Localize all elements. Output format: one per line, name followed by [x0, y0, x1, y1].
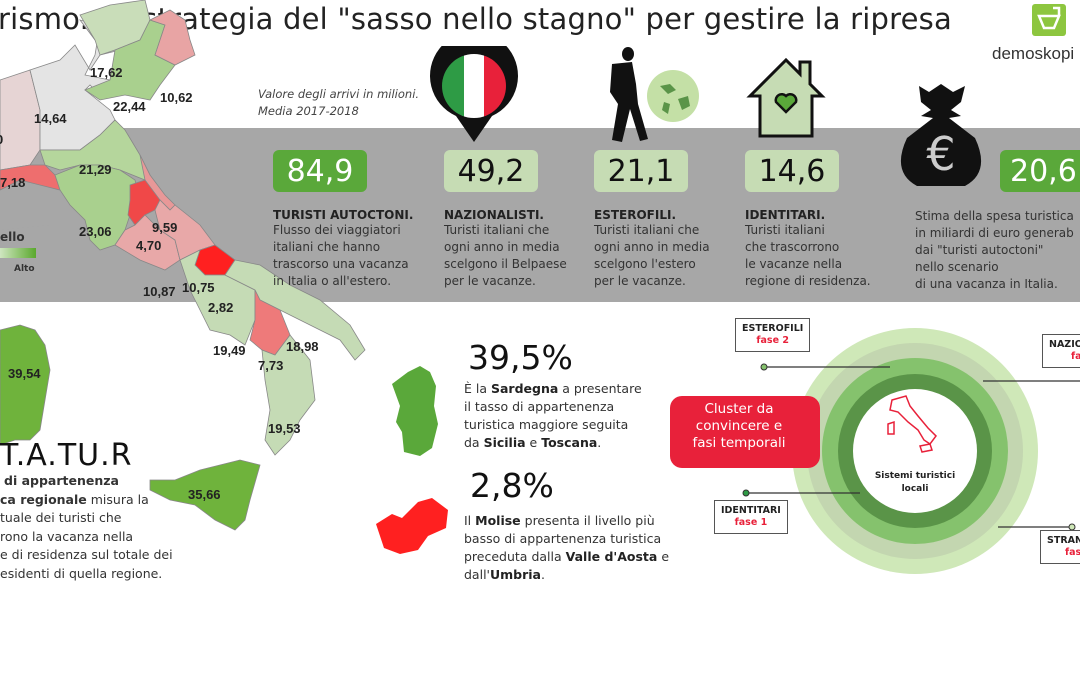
stat-heading: IDENTITARI. — [745, 208, 826, 222]
connector-lines — [742, 363, 1080, 531]
cluster-label-box: Cluster da convincere e fasi temporali — [670, 396, 820, 468]
region-value-campania: 19,49 — [213, 343, 246, 358]
italy-regions-svg — [0, 0, 366, 531]
stat-value: 14,6 — [745, 150, 839, 192]
region-value-friuli: 10,62 — [160, 90, 193, 105]
legend-high-label: Alto — [14, 264, 35, 274]
stat-spesa-turistica-description: Stima della spesa turistica in miliardi … — [915, 209, 1074, 291]
region-value-lombardia: 14,64 — [34, 111, 67, 126]
stat-esterofili: 21,1 ESTEROFILI. Turisti italiani che og… — [594, 150, 710, 290]
region-value-marche: 9,59 — [152, 220, 178, 235]
stat-heading: ESTEROFILI. — [594, 208, 676, 222]
tatur-title: T.A.TU.R — [0, 438, 133, 473]
sardegna-shape-icon — [392, 366, 438, 456]
region-value-veneto: 22,44 — [113, 99, 146, 114]
logo-mark-icon — [1032, 4, 1066, 36]
concentric-rings-diagram: Sistemi turistici locali — [792, 328, 1038, 574]
region-value-calabria: 19,53 — [268, 421, 301, 436]
tag-esterofili: ESTEROFILI fase 2 — [735, 318, 811, 352]
region-value-molise: 2,82 — [208, 300, 234, 315]
stat-heading: TURISTI AUTOCTONI. — [273, 208, 414, 222]
center-label-1: Sistemi turistici — [875, 471, 955, 481]
stat-value: 84,9 — [273, 150, 367, 192]
region-value-valle-daosta: 0 — [0, 132, 3, 147]
stat-description: Flusso dei viaggiatori italiani che hann… — [273, 223, 409, 288]
stat-value: 49,2 — [444, 150, 538, 192]
stat-description: Turisti italiani che ogni anno in media … — [594, 223, 710, 288]
legend-gradient — [0, 248, 36, 258]
italy-map: 0 14,64 17,62 22,44 10,62 7,18 21,29 23,… — [0, 0, 380, 600]
house-heart-icon — [746, 57, 826, 138]
tag-stranieri: STRANfase — [1040, 530, 1080, 564]
center-label-2: locali — [902, 484, 929, 494]
region-value-trentino: 17,62 — [90, 65, 123, 80]
highlight-max-text: È la Sardegna a presentare il tasso di a… — [464, 381, 642, 450]
stat-description: Turisti italiani che ogni anno in media … — [444, 223, 567, 288]
highlight-min-pct: 2,8% — [470, 466, 554, 505]
stat-description: Turisti italiani che trascorrono le vaca… — [745, 223, 871, 288]
region-value-basilicata: 7,73 — [258, 358, 284, 373]
stat-nazionalisti: 49,2 NAZIONALISTI. Turisti italiani che … — [444, 150, 567, 290]
units-note: Valore degli arrivi in milioni. Media 20… — [258, 87, 420, 118]
stat-spesa-turistica-value: 20,6 — [1000, 150, 1080, 192]
legend-label: ello — [0, 230, 25, 244]
region-value-emilia-romagna: 21,29 — [79, 162, 112, 177]
region-value-sardegna: 39,54 — [8, 366, 41, 381]
region-value-abruzzo: 10,75 — [182, 280, 215, 295]
demoskopika-logo: demoskopi — [992, 4, 1080, 66]
highlight-min-text: Il Molise presenta il livello più basso … — [464, 513, 670, 582]
euro-money-bag-icon: € — [900, 84, 982, 186]
region-value-lazio: 10,87 — [143, 284, 176, 299]
backpacker-globe-icon — [610, 47, 699, 142]
highlight-max-pct: 39,5% — [468, 338, 573, 377]
svg-text:€: € — [926, 127, 955, 181]
region-value-toscana: 23,06 — [79, 224, 112, 239]
tatur-description: di appartenenza ca regionale misura la t… — [0, 473, 173, 581]
stat-heading: NAZIONALISTI. — [444, 208, 544, 222]
map-pin-italy-flag-icon — [430, 46, 518, 142]
logo-text: demoskopi — [992, 44, 1075, 63]
stat-value: 20,6 — [1000, 150, 1080, 192]
stat-identitari: 14,6 IDENTITARI. Turisti italiani che tr… — [745, 150, 871, 290]
region-value-sicilia: 35,66 — [188, 487, 221, 502]
stat-turisti-autoctoni: 84,9 TURISTI AUTOCTONI. Flusso dei viagg… — [273, 150, 413, 290]
region-value-umbria: 4,70 — [136, 238, 162, 253]
molise-shape-icon — [376, 498, 448, 554]
region-value-puglia: 18,98 — [286, 339, 319, 354]
region-value-liguria: 7,18 — [0, 175, 26, 190]
tag-identitari: IDENTITARI fase 1 — [714, 500, 788, 534]
tag-nazionalisti: NAZIOfas — [1042, 334, 1080, 368]
stat-value: 21,1 — [594, 150, 688, 192]
